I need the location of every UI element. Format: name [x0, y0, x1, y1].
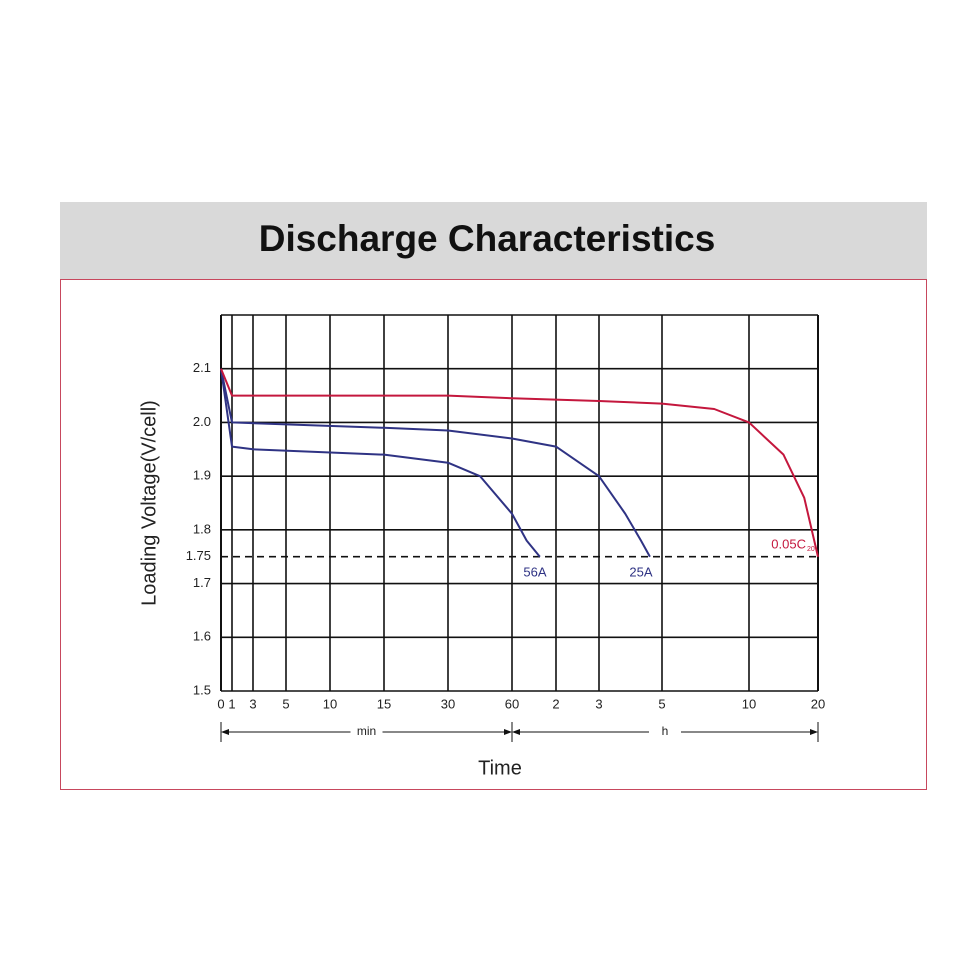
y-tick-label: 2.0 — [193, 414, 211, 429]
span-label: h — [662, 724, 669, 738]
span-label: min — [357, 724, 376, 738]
x-tick-label: 5 — [282, 696, 289, 711]
x-tick-label: 60 — [505, 696, 519, 711]
y-tick-label: 1.7 — [193, 575, 211, 590]
header-title: Discharge Characteristics — [259, 218, 716, 259]
y-tick-label: 1.5 — [193, 682, 211, 697]
y-axis-label: Loading Voltage(V/cell) — [138, 400, 160, 606]
series-label: 0.05C — [771, 536, 806, 551]
series-line — [220, 368, 651, 558]
chart-frame — [60, 279, 927, 790]
x-tick-label: 3 — [249, 696, 256, 711]
x-tick-label: 5 — [658, 696, 665, 711]
x-tick-label: 20 — [811, 696, 825, 711]
x-tick-label: 3 — [595, 696, 602, 711]
x-tick-label: 2 — [552, 696, 559, 711]
y-tick-label: 1.75 — [186, 548, 211, 563]
y-tick-label: 2.1 — [193, 360, 211, 375]
series-label: 56A — [523, 564, 546, 579]
x-axis-label: Time — [478, 757, 522, 779]
x-tick-label: 1 — [228, 696, 235, 711]
y-tick-label: 1.8 — [193, 521, 211, 536]
y-tick-label: 1.9 — [193, 468, 211, 483]
x-tick-label: 10 — [323, 696, 337, 711]
series-line — [220, 368, 819, 557]
series-line — [220, 368, 541, 558]
x-tick-label: 15 — [377, 696, 391, 711]
header-band — [60, 202, 927, 279]
x-tick-label: 0 — [217, 696, 224, 711]
y-tick-label: 1.6 — [193, 629, 211, 644]
x-tick-label: 30 — [441, 696, 455, 711]
series-label-subscript: 20 — [807, 546, 815, 553]
x-tick-label: 10 — [742, 696, 756, 711]
series-label: 25A — [629, 564, 652, 579]
